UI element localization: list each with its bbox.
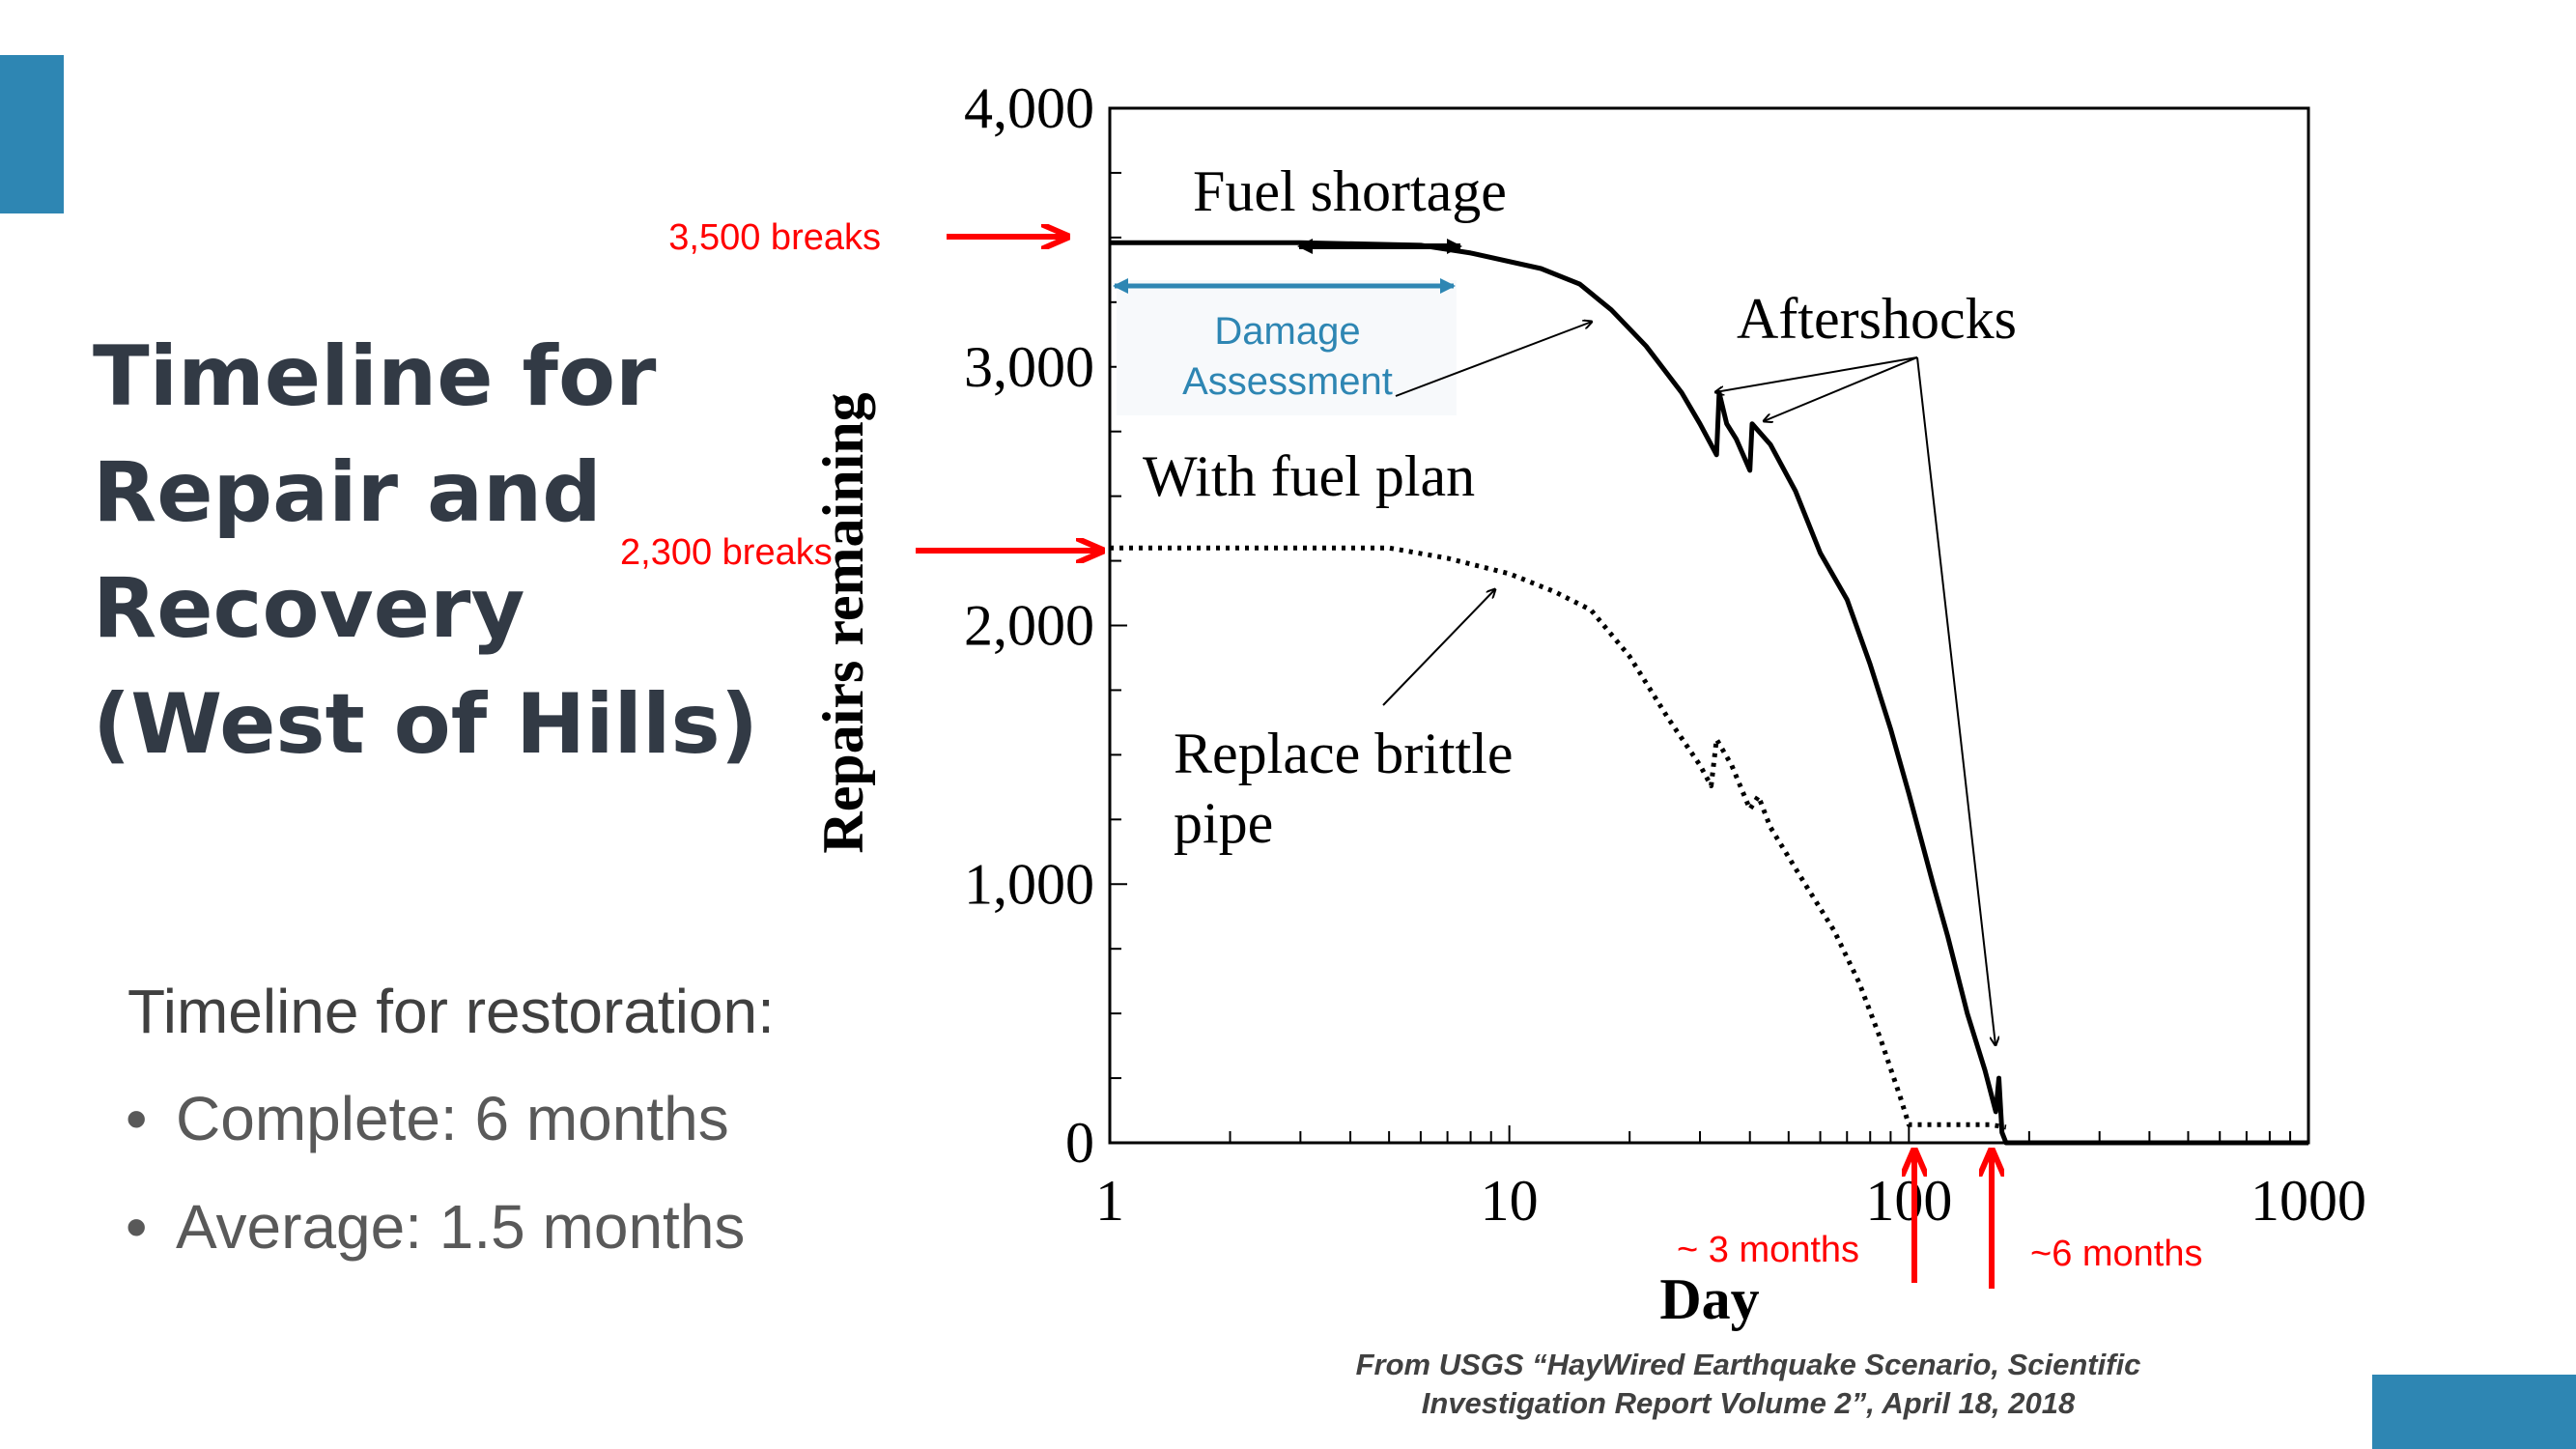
annotation-aftershocks: Aftershocks: [1737, 287, 2017, 351]
x-tick-label: 100: [1865, 1169, 1952, 1233]
annotation-with-fuel-plan: With fuel plan: [1143, 444, 1475, 508]
callout-2300-breaks: 2,300 breaks: [620, 532, 833, 573]
brittle-pipe-pointer: [1382, 589, 1495, 706]
accent-bar-top: [0, 55, 64, 213]
x-axis-label: Day: [1659, 1267, 1759, 1331]
source-citation: From USGS “HayWired Earthquake Scenario,…: [1256, 1346, 2241, 1423]
fuel-plan-pointer: [1395, 322, 1592, 397]
y-tick-label: 3,000: [964, 335, 1094, 399]
callout-3500-breaks: 3,500 breaks: [668, 217, 881, 258]
x-tick-label: 10: [1481, 1169, 1539, 1233]
series-line-replace-brittle-pipe: [1110, 545, 2007, 1130]
callout-6-months: ~6 months: [2030, 1234, 2203, 1274]
source-line: From USGS “HayWired Earthquake Scenario,…: [1355, 1348, 2141, 1381]
accent-bar-bottom: [2372, 1375, 2576, 1449]
bullet-dot-icon: •: [126, 1084, 148, 1153]
bullet-dot-icon: •: [126, 1192, 148, 1262]
y-tick-label: 4,000: [964, 76, 1094, 140]
annotation-pipe: pipe: [1174, 791, 1273, 855]
plot-frame: [1108, 106, 2310, 1145]
title-line: (West of Hills): [93, 676, 759, 773]
callout-3-months: ~ 3 months: [1677, 1230, 1859, 1270]
bullet-list: • Complete: 6 months • Average: 1.5 months: [126, 1080, 745, 1296]
x-tick-label: 1000: [2250, 1169, 2366, 1233]
series-layer: [1110, 240, 2308, 1146]
x-axis-ticks: [1109, 1125, 2292, 1143]
bullet-item: • Average: 1.5 months: [126, 1188, 745, 1296]
y-axis-label: Repairs remaining: [811, 392, 875, 853]
y-axis-ticks: [1110, 107, 1127, 1144]
aftershock-pointer: [1764, 356, 1918, 421]
source-line: Investigation Report Volume 2”, April 18…: [1421, 1386, 2076, 1420]
tick-labels: 0 1,000 2,000 3,000 4,000 1 10 100 1000: [964, 76, 2366, 1233]
annotation-fuel-shortage: Fuel shortage: [1193, 159, 1507, 223]
restoration-subhead: Timeline for restoration:: [127, 977, 775, 1046]
annotation-replace-brittle: Replace brittle: [1174, 722, 1514, 785]
aftershock-pointer: [1916, 356, 1996, 1045]
annotation-damage: Damage: [1214, 310, 1360, 353]
y-tick-label: 1,000: [964, 852, 1094, 916]
annotation-assessment: Assessment: [1182, 360, 1393, 403]
series-line-with-fuel-plan: [1110, 240, 2308, 1146]
y-tick-label: 0: [1065, 1111, 1094, 1175]
x-tick-label: 1: [1095, 1169, 1124, 1233]
bullet-label: Average: 1.5 months: [176, 1192, 746, 1262]
title-line: Recovery: [93, 560, 525, 657]
slide-title: Timeline for Repair and Recovery (West o…: [93, 319, 788, 782]
title-line: Repair and: [93, 444, 602, 541]
damage-assessment-box: [1117, 280, 1457, 415]
bullet-label: Complete: 6 months: [176, 1084, 729, 1153]
title-line: Timeline for: [93, 328, 657, 425]
y-tick-label: 2,000: [964, 594, 1094, 658]
bullet-item: • Complete: 6 months: [126, 1080, 745, 1188]
aftershock-pointer: [1715, 356, 1918, 392]
